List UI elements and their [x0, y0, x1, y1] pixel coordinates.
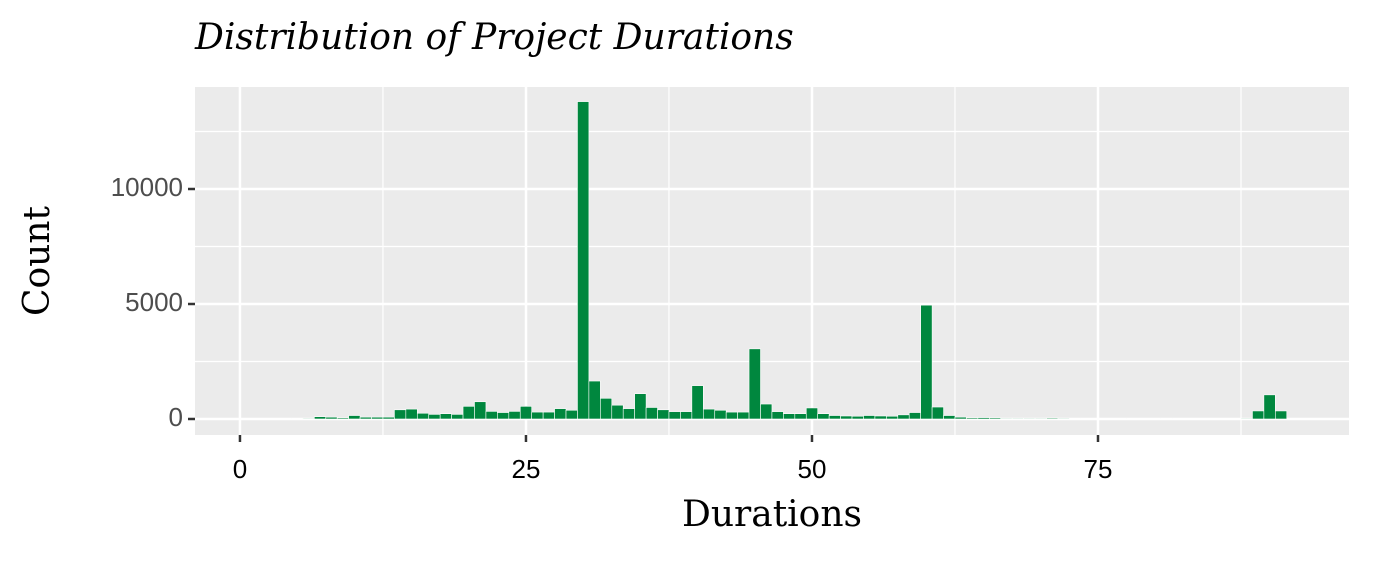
y-axis-label: Count	[17, 205, 58, 316]
bar	[1252, 410, 1265, 420]
bar	[966, 417, 979, 420]
y-tick-label: 5000	[125, 287, 183, 317]
panel	[195, 87, 1349, 435]
bar	[840, 415, 853, 420]
x-tick-label: 75	[1084, 454, 1113, 484]
bar	[554, 408, 567, 420]
bar	[954, 416, 967, 420]
bar	[382, 416, 395, 420]
bar	[611, 404, 624, 420]
bar	[886, 415, 899, 420]
bar	[863, 415, 876, 420]
bar	[1046, 417, 1059, 420]
bar	[394, 409, 407, 420]
bar	[748, 348, 761, 420]
bar	[302, 418, 315, 420]
bar	[989, 417, 1002, 420]
bar	[1034, 418, 1047, 420]
bar	[462, 406, 475, 420]
bar	[680, 411, 693, 420]
bar	[977, 417, 990, 420]
bar	[760, 403, 773, 420]
bar	[588, 380, 601, 420]
bar	[1057, 418, 1070, 420]
bar	[828, 415, 841, 420]
bar	[565, 409, 578, 420]
bar	[702, 408, 716, 420]
bar	[851, 415, 864, 420]
bar	[371, 416, 384, 420]
bar	[668, 411, 681, 420]
bar	[1240, 418, 1253, 420]
bar	[428, 414, 441, 420]
bar	[439, 413, 452, 420]
bar	[908, 412, 921, 420]
bar	[771, 411, 784, 420]
bar	[348, 415, 361, 420]
bar	[497, 412, 510, 420]
bar	[691, 385, 704, 420]
bar	[645, 407, 658, 420]
bar	[794, 413, 807, 420]
bar	[577, 101, 590, 420]
bar	[714, 409, 727, 420]
bar	[920, 304, 933, 420]
bar	[485, 411, 498, 420]
bar	[600, 397, 613, 420]
y-tick-label: 10000	[111, 172, 183, 202]
bar	[634, 393, 647, 420]
bar	[542, 411, 555, 420]
x-axis-label: Durations	[682, 494, 862, 535]
bar	[1275, 410, 1288, 420]
bar	[874, 415, 887, 420]
bar	[737, 411, 750, 420]
y-tick-label: 0	[169, 402, 183, 432]
bar	[474, 401, 487, 420]
bar	[622, 408, 635, 420]
bar	[314, 416, 327, 420]
bar	[1263, 394, 1276, 420]
bar	[657, 409, 670, 420]
bar	[1000, 418, 1013, 420]
bar	[817, 413, 830, 420]
bar	[1011, 418, 1024, 420]
bar	[931, 406, 944, 420]
bar	[1023, 418, 1036, 420]
x-tick-label: 50	[798, 454, 827, 484]
bar	[725, 411, 738, 420]
bar	[519, 406, 532, 420]
x-tick-label: 0	[233, 454, 247, 484]
bar	[943, 415, 956, 420]
bar	[805, 407, 819, 420]
bar	[359, 416, 372, 420]
bar	[325, 416, 338, 420]
bar	[897, 414, 910, 420]
bar	[531, 411, 544, 420]
chart-title: Distribution of Project Durations	[194, 17, 794, 58]
bar	[508, 411, 521, 420]
bar	[416, 412, 430, 420]
x-tick-label: 25	[512, 454, 541, 484]
bar	[783, 413, 796, 420]
bar	[405, 408, 418, 420]
bar	[336, 417, 349, 420]
bar	[451, 414, 464, 420]
